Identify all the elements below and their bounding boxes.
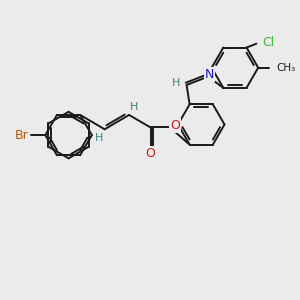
Text: CH₃: CH₃ bbox=[277, 63, 296, 73]
Text: Cl: Cl bbox=[262, 36, 274, 49]
Text: H: H bbox=[130, 102, 139, 112]
Text: Br: Br bbox=[15, 129, 29, 142]
Text: N: N bbox=[205, 68, 214, 81]
Text: O: O bbox=[170, 118, 180, 132]
Text: H: H bbox=[95, 133, 103, 142]
Text: O: O bbox=[146, 147, 155, 160]
Text: H: H bbox=[172, 78, 180, 88]
